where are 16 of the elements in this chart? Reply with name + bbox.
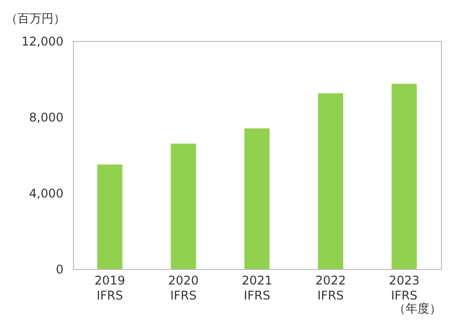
x-axis-title: （年度）	[394, 302, 442, 316]
y-tick-label: 12,000	[22, 34, 64, 48]
y-axis-title: （百万円）	[6, 12, 66, 26]
x-tick-label: 2020 IFRS	[168, 274, 199, 302]
x-tick-label: 2021 IFRS	[242, 274, 272, 302]
y-tick-label: 0	[56, 262, 64, 276]
bar	[97, 164, 122, 269]
bar	[318, 93, 344, 269]
bar	[244, 128, 270, 269]
y-tick-label: 8,000	[29, 110, 64, 124]
x-tick-label: 2023 IFRS	[388, 274, 420, 302]
x-tick-label: 2019 IFRS	[94, 274, 126, 302]
bar	[392, 84, 417, 269]
bar	[170, 144, 196, 269]
y-tick-label: 4,000	[29, 186, 64, 200]
x-tick-label: 2022 IFRS	[315, 274, 346, 302]
